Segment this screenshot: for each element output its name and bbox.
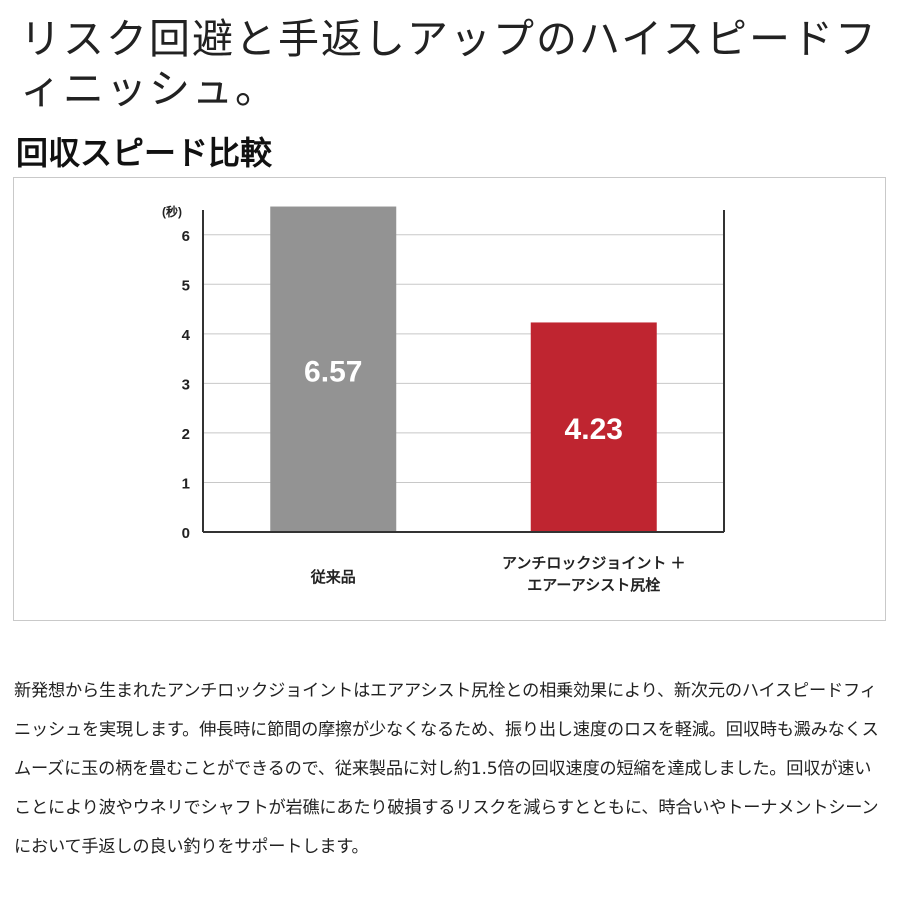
- y-tick-label: 2: [182, 426, 190, 443]
- chart-panel: 0 1 2 3 4 5 6 (秒) 6.57 従来品 4.23 アンチロックジョイント ＋ エアーアシス…: [13, 177, 886, 621]
- y-axis-label: (秒): [162, 204, 182, 219]
- x-category-label: エアーアシスト尻栓: [527, 576, 660, 594]
- bar-chart: 0 1 2 3 4 5 6(秒) 6.57 従来品 4.23 アンチロックジョイント ＋ エアーアシス…: [162, 204, 725, 594]
- y-tick-label: 6: [182, 228, 190, 245]
- y-tick-label: 1: [182, 475, 190, 492]
- bar: [270, 206, 397, 533]
- bar-value-label: 6.57: [304, 355, 362, 388]
- x-category-label: アンチロックジョイント ＋: [502, 555, 686, 572]
- y-tick-label: 4: [182, 327, 191, 344]
- y-tick-label: 3: [182, 376, 190, 393]
- y-tick-label: 5: [182, 277, 190, 294]
- section-title: 回収スピード比較: [16, 134, 273, 172]
- y-tick-label: 0: [182, 525, 190, 542]
- bar-value-label: 4.23: [565, 413, 623, 446]
- bar: [530, 322, 657, 532]
- x-category-label: 従来品: [310, 568, 356, 586]
- page-headline: リスク回避と手返しアップのハイスピードフィニッシュ。: [20, 15, 878, 113]
- description-paragraph: 新発想から生まれたアンチロックジョイントはエアアシスト尻栓との相乗効果により、新…: [14, 681, 879, 857]
